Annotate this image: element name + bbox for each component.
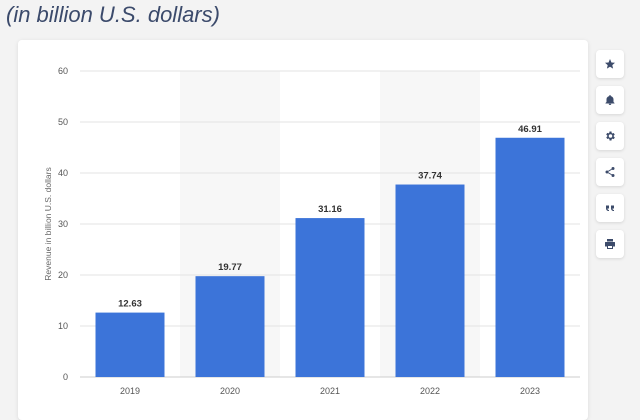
bar-chart: 0 10 20 30 40 50 60 12.63 2019 19.77 2020 31.16 2021… bbox=[43, 66, 580, 396]
star-icon bbox=[605, 59, 615, 69]
print-button[interactable] bbox=[596, 230, 624, 258]
bar bbox=[95, 312, 165, 377]
chart-card: 0 10 20 30 40 50 60 12.63 2019 19.77 2020 31.16 2021… bbox=[18, 40, 588, 420]
cite-button[interactable] bbox=[596, 194, 624, 222]
bar-value-label: 19.77 bbox=[218, 262, 242, 273]
notification-button[interactable] bbox=[596, 86, 624, 114]
bar-value-label: 12.63 bbox=[118, 299, 142, 310]
y-tick-label: 10 bbox=[58, 321, 68, 331]
bar-value-label: 37.74 bbox=[418, 171, 442, 182]
y-tick-label: 20 bbox=[58, 270, 68, 280]
favorite-button[interactable] bbox=[596, 50, 624, 78]
bar bbox=[395, 184, 465, 377]
bar-value-label: 31.16 bbox=[318, 204, 342, 215]
y-tick-label: 60 bbox=[58, 66, 68, 76]
bar bbox=[195, 276, 265, 377]
x-tick-label: 2019 bbox=[120, 386, 140, 396]
x-tick-label: 2021 bbox=[320, 386, 340, 396]
y-axis-title: Revenue in billion U.S. dollars bbox=[43, 167, 53, 280]
quote-icon bbox=[606, 205, 614, 211]
y-tick-label: 0 bbox=[63, 372, 68, 382]
bell-icon bbox=[605, 95, 615, 105]
x-tick-label: 2020 bbox=[220, 386, 240, 396]
x-tick-label: 2022 bbox=[420, 386, 440, 396]
share-icon bbox=[605, 167, 615, 177]
chart-toolbar bbox=[596, 50, 624, 266]
share-button[interactable] bbox=[596, 158, 624, 186]
x-tick-label: 2023 bbox=[520, 386, 540, 396]
gear-icon bbox=[606, 131, 615, 141]
bar bbox=[295, 218, 365, 377]
bar bbox=[495, 137, 565, 377]
chart-subtitle: (in billion U.S. dollars) bbox=[6, 2, 220, 27]
settings-button[interactable] bbox=[596, 122, 624, 150]
y-tick-label: 40 bbox=[58, 168, 68, 178]
bar-value-label: 46.91 bbox=[518, 124, 542, 135]
y-tick-label: 50 bbox=[58, 117, 68, 127]
y-tick-label: 30 bbox=[58, 219, 68, 229]
print-icon bbox=[605, 239, 615, 249]
